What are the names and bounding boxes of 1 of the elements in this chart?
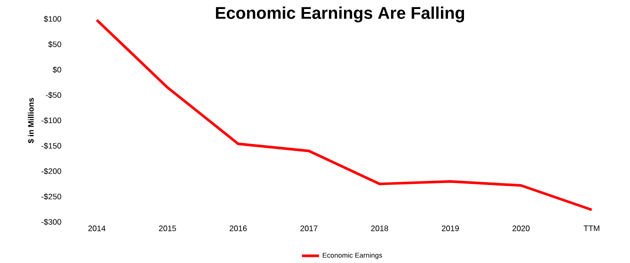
- chart-title: Economic Earnings Are Falling: [216, 6, 464, 22]
